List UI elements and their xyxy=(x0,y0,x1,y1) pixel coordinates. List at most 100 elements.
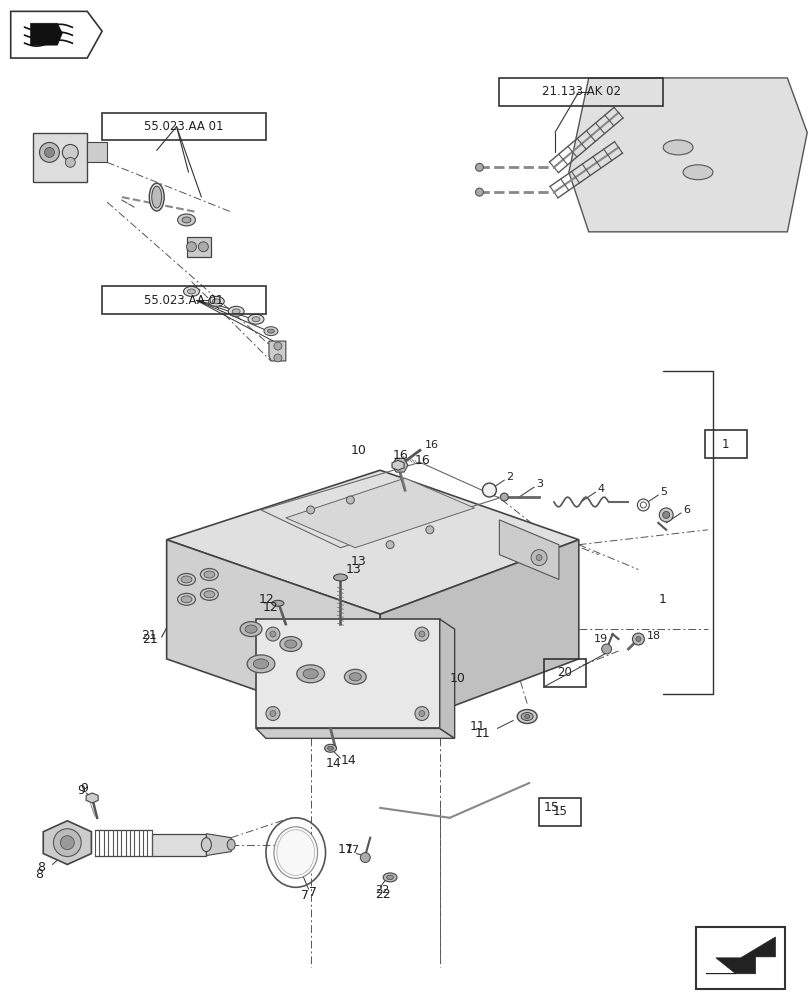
Polygon shape xyxy=(255,728,454,738)
Text: 10: 10 xyxy=(449,672,465,685)
Circle shape xyxy=(346,496,354,504)
Text: 16: 16 xyxy=(424,440,438,450)
Text: 12: 12 xyxy=(259,593,274,606)
Circle shape xyxy=(637,499,649,511)
Bar xyxy=(499,78,663,106)
Polygon shape xyxy=(285,478,474,548)
Ellipse shape xyxy=(178,593,195,605)
Polygon shape xyxy=(166,470,578,614)
Circle shape xyxy=(632,633,644,645)
Text: 11: 11 xyxy=(469,720,485,733)
Text: 7: 7 xyxy=(300,889,308,902)
Text: 9: 9 xyxy=(77,784,85,797)
Ellipse shape xyxy=(178,214,195,226)
Ellipse shape xyxy=(663,140,692,155)
Circle shape xyxy=(530,550,547,566)
Text: 14: 14 xyxy=(325,757,341,770)
Polygon shape xyxy=(569,78,806,232)
Ellipse shape xyxy=(251,317,260,322)
Ellipse shape xyxy=(178,573,195,585)
Text: 19: 19 xyxy=(593,634,607,644)
Text: 14: 14 xyxy=(340,754,356,767)
Circle shape xyxy=(40,142,59,162)
Bar xyxy=(32,133,87,182)
Circle shape xyxy=(662,511,669,518)
Circle shape xyxy=(640,502,646,508)
Text: 20: 20 xyxy=(557,666,572,679)
Ellipse shape xyxy=(524,715,529,718)
Circle shape xyxy=(54,829,81,857)
Circle shape xyxy=(60,836,74,850)
Ellipse shape xyxy=(201,838,211,852)
Text: 55.023.AA 01: 55.023.AA 01 xyxy=(144,120,224,133)
Circle shape xyxy=(418,631,424,637)
Text: 9: 9 xyxy=(80,782,88,795)
Text: 55.023.AA 01: 55.023.AA 01 xyxy=(144,294,224,307)
Text: 1: 1 xyxy=(658,593,665,606)
Polygon shape xyxy=(392,458,407,472)
Text: 5: 5 xyxy=(659,487,667,497)
Circle shape xyxy=(418,711,424,717)
Ellipse shape xyxy=(182,217,191,223)
Text: 16: 16 xyxy=(393,449,408,462)
Polygon shape xyxy=(43,821,92,864)
Ellipse shape xyxy=(181,576,191,583)
Ellipse shape xyxy=(344,669,366,684)
Circle shape xyxy=(601,644,611,654)
Ellipse shape xyxy=(208,296,224,306)
Text: 10: 10 xyxy=(350,444,366,457)
Ellipse shape xyxy=(349,673,361,681)
Ellipse shape xyxy=(187,289,195,294)
Circle shape xyxy=(307,506,314,514)
Ellipse shape xyxy=(273,827,317,878)
Text: 18: 18 xyxy=(646,631,659,641)
Ellipse shape xyxy=(200,588,218,600)
Circle shape xyxy=(425,526,433,534)
Text: 3: 3 xyxy=(535,479,543,489)
Bar xyxy=(695,927,784,989)
Ellipse shape xyxy=(204,591,215,598)
Text: 4: 4 xyxy=(597,484,604,494)
Text: 6: 6 xyxy=(682,505,689,515)
Ellipse shape xyxy=(475,163,483,171)
Circle shape xyxy=(535,555,542,561)
Ellipse shape xyxy=(149,183,164,211)
Ellipse shape xyxy=(296,665,324,683)
Text: 13: 13 xyxy=(350,555,366,568)
Ellipse shape xyxy=(228,306,244,316)
Ellipse shape xyxy=(181,596,191,603)
Text: 22: 22 xyxy=(375,888,390,901)
Text: 21: 21 xyxy=(142,633,157,646)
Text: 7: 7 xyxy=(308,886,316,899)
Circle shape xyxy=(659,508,672,522)
Ellipse shape xyxy=(253,659,268,669)
Text: 17: 17 xyxy=(345,845,359,855)
Ellipse shape xyxy=(386,875,393,880)
Text: 2: 2 xyxy=(506,472,513,482)
Circle shape xyxy=(386,541,393,549)
Ellipse shape xyxy=(212,299,220,304)
Ellipse shape xyxy=(248,314,264,324)
Ellipse shape xyxy=(280,637,302,651)
Ellipse shape xyxy=(324,744,336,752)
Text: 16: 16 xyxy=(414,454,430,467)
Circle shape xyxy=(360,853,370,863)
Polygon shape xyxy=(255,619,440,728)
Bar xyxy=(187,237,211,257)
Bar xyxy=(102,113,266,140)
Text: 8: 8 xyxy=(37,861,45,874)
Ellipse shape xyxy=(327,746,333,750)
Text: 1: 1 xyxy=(721,438,728,451)
Text: 17: 17 xyxy=(337,843,353,856)
Text: 11: 11 xyxy=(474,727,490,740)
Ellipse shape xyxy=(264,327,277,336)
Ellipse shape xyxy=(285,640,297,648)
Ellipse shape xyxy=(475,188,483,196)
Ellipse shape xyxy=(200,569,218,580)
Ellipse shape xyxy=(240,622,262,637)
Ellipse shape xyxy=(267,329,274,333)
Polygon shape xyxy=(705,937,775,974)
Ellipse shape xyxy=(383,873,397,882)
Ellipse shape xyxy=(272,600,284,606)
Bar xyxy=(704,430,746,458)
